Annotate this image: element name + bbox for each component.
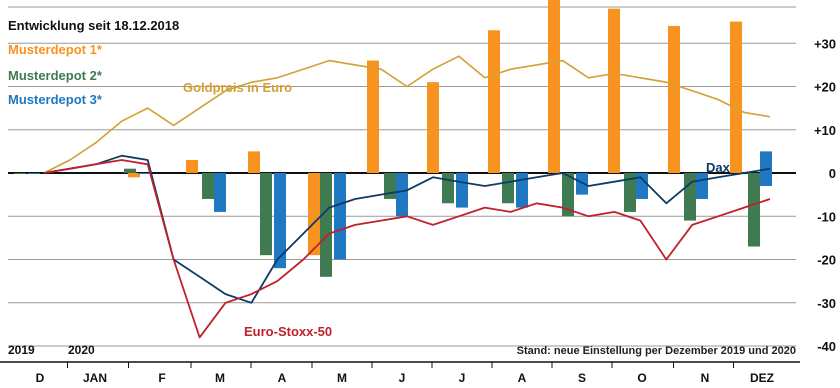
year-label-2019: 2019: [8, 343, 35, 357]
bar: [128, 173, 140, 178]
bar: [760, 151, 772, 173]
y-tick-label: +30: [814, 36, 836, 51]
bar: [684, 173, 696, 221]
bar: [456, 173, 468, 208]
y-tick-label: +10: [814, 123, 836, 138]
bar: [576, 173, 588, 195]
bar: [260, 173, 272, 256]
year-label-2020: 2020: [68, 343, 95, 357]
bar: [668, 25, 680, 174]
bar: [488, 30, 500, 174]
legend-musterdepot-1: Musterdepot 1*: [8, 42, 103, 57]
month-label: M: [337, 371, 347, 385]
x-month-labels: D JAN F M A M J J A S O N DEZ: [0, 361, 840, 388]
bar: [248, 151, 260, 173]
bar: [367, 60, 379, 173]
label-euro-stoxx: Euro-Stoxx-50: [244, 324, 332, 339]
bar: [502, 173, 514, 204]
bar: [562, 173, 574, 217]
month-label: A: [278, 371, 287, 385]
bar: [548, 0, 560, 174]
month-label: JAN: [83, 371, 107, 385]
bar: [308, 173, 320, 256]
month-label: F: [158, 371, 165, 385]
label-dax: Dax: [706, 160, 731, 175]
y-tick-label: -30: [817, 296, 836, 311]
month-label: DEZ: [750, 371, 774, 385]
legend-musterdepot-3: Musterdepot 3*: [8, 92, 103, 107]
y-tick-labels: +30 +20 +10 0 -10 -20 -30 -40: [814, 36, 836, 354]
y-tick-label: +20: [814, 80, 836, 95]
bar: [28, 173, 40, 174]
bar: [624, 173, 636, 212]
month-label: N: [701, 371, 710, 385]
month-axis: [0, 362, 840, 388]
bar: [384, 173, 396, 199]
month-label: J: [459, 371, 466, 385]
y-tick-label: -20: [817, 253, 836, 268]
bar: [214, 173, 226, 212]
bar: [274, 173, 286, 269]
bar: [760, 173, 772, 186]
bar: [730, 121, 742, 173]
bar: [442, 173, 454, 204]
line-euro-stoxx-50: [43, 159, 771, 339]
line-goldpreis-in-euro: [43, 55, 771, 174]
y-tick-label: -40: [817, 339, 836, 354]
month-label: D: [36, 371, 45, 385]
bar: [608, 8, 620, 174]
bar: [516, 173, 528, 208]
bar: [320, 173, 332, 277]
bar: [186, 160, 198, 173]
bars: [14, 0, 772, 277]
bar: [748, 173, 760, 234]
legend-musterdepot-2: Musterdepot 2*: [8, 68, 103, 83]
chart-footnote: Stand: neue Einstellung per Dezember 201…: [517, 345, 796, 357]
line-series: [43, 55, 771, 339]
bar: [696, 173, 708, 199]
bar: [427, 82, 439, 173]
bar: [636, 173, 648, 199]
month-label: M: [215, 371, 225, 385]
label-goldpreis: Goldpreis in Euro: [183, 80, 292, 95]
month-label: J: [399, 371, 406, 385]
chart-subtitle: Entwicklung seit 18.12.2018: [8, 18, 179, 33]
bar: [124, 168, 136, 173]
month-label: S: [578, 371, 586, 385]
y-tick-label: 0: [829, 166, 836, 181]
month-label: O: [637, 371, 646, 385]
bar: [14, 173, 26, 174]
bar: [396, 173, 408, 217]
bar: [202, 173, 214, 199]
bar: [334, 173, 346, 260]
month-label: A: [518, 371, 527, 385]
bar: [138, 173, 150, 174]
y-tick-label: -10: [817, 209, 836, 224]
